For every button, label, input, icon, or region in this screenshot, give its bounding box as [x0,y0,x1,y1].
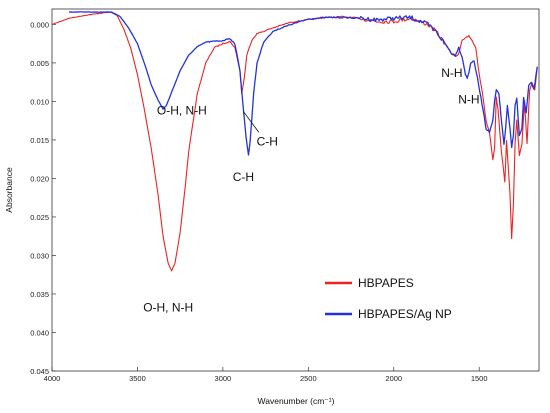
series-lines [51,11,538,272]
x-tick-label: 3000 [215,374,232,383]
x-tick-label: 4000 [44,374,61,383]
x-tick-label: 1500 [471,374,488,383]
y-tick-label: 0.040 [30,328,49,337]
peak-annotation: O-H, N-H [143,301,193,315]
y-tick-label: 0.020 [30,174,49,183]
series-line-hbpapes [51,11,538,272]
peak-annotation: C-H [257,134,278,148]
legend-label-hbpapes: HBPAPES [358,276,414,290]
y-tick-label: 0.035 [30,290,49,299]
peak-annotation: O-H, N-H [157,104,207,118]
legend-label-hbpapes-ag: HBPAPES/Ag NP [358,307,452,321]
peak-annotation: N-H [441,66,462,80]
annotation-leader-line [243,111,260,133]
axis-ticks: 4000 3500 3000 2500 2000 1500 0.000 0.005 0.010 0… [30,20,487,383]
y-tick-label: 0.010 [30,97,49,106]
annotations: O-H, N-H C-H C-H O-H, N-H N-H N-H [143,66,479,315]
plot-frame [51,8,540,372]
series-line-hbpapes-ag [69,11,538,156]
peak-annotation: N-H [458,93,479,107]
legend: HBPAPES HBPAPES/Ag NP [325,276,452,321]
x-tick-label: 2000 [385,374,402,383]
peak-annotation: C-H [233,170,254,184]
x-tick-label: 2500 [300,374,317,383]
y-tick-label: 0.015 [30,136,49,145]
y-tick-label: 0.030 [30,251,49,260]
y-tick-label: 0.045 [30,367,49,376]
x-tick-label: 3500 [129,374,146,383]
y-tick-label: 0.005 [30,59,49,68]
y-tick-label: 0.000 [30,20,49,29]
y-tick-label: 0.025 [30,213,49,222]
x-axis-title: Wavenumber (cm⁻¹) [258,396,335,406]
y-axis-title: Absorbance [4,167,14,213]
